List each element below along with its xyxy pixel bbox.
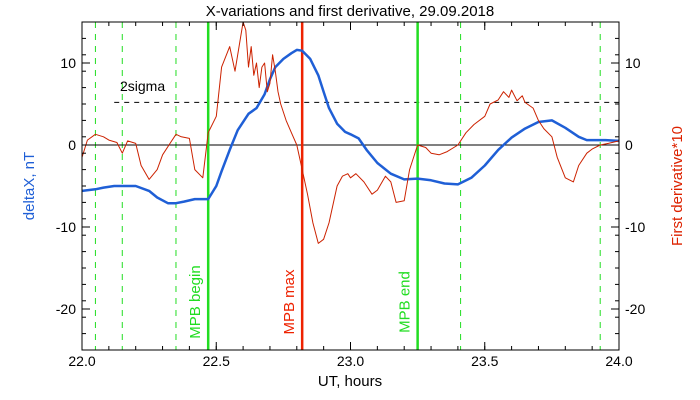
threshold-label: 2sigma xyxy=(120,78,165,94)
plot-frame xyxy=(81,21,620,351)
y-tick-label-left: -20 xyxy=(56,301,76,317)
marker-label: MPB max xyxy=(281,269,298,335)
x-tick-label: 22.5 xyxy=(203,353,230,369)
x-tick-label: 24.0 xyxy=(605,353,632,369)
marker-label: MPB begin xyxy=(187,265,204,338)
y-tick-label-left: 10 xyxy=(60,55,76,71)
marker-label: MPB end xyxy=(397,271,414,333)
y-tick-label-left: -10 xyxy=(56,219,76,235)
y-axis-label-left: deltaX, nT xyxy=(21,152,38,220)
y-tick-label-right: 0 xyxy=(625,137,633,153)
x-tick-label: 22.0 xyxy=(68,353,95,369)
x-tick-label: 23.5 xyxy=(471,353,498,369)
y-tick-label-left: 0 xyxy=(68,137,76,153)
series-deltax-line xyxy=(82,48,619,205)
y-tick-label-right: -10 xyxy=(625,219,645,235)
x-tick-label: 23.0 xyxy=(337,353,364,369)
series-derivative-line xyxy=(82,22,619,244)
chart-title: X-variations and first derivative, 29.09… xyxy=(206,3,495,20)
y-tick-label-right: -20 xyxy=(625,301,645,317)
x-axis-label: UT, hours xyxy=(318,373,382,390)
y-axis-label-right: First derivative*10 xyxy=(669,126,686,246)
y-tick-label-right: 10 xyxy=(625,55,641,71)
plot-area xyxy=(82,22,619,350)
